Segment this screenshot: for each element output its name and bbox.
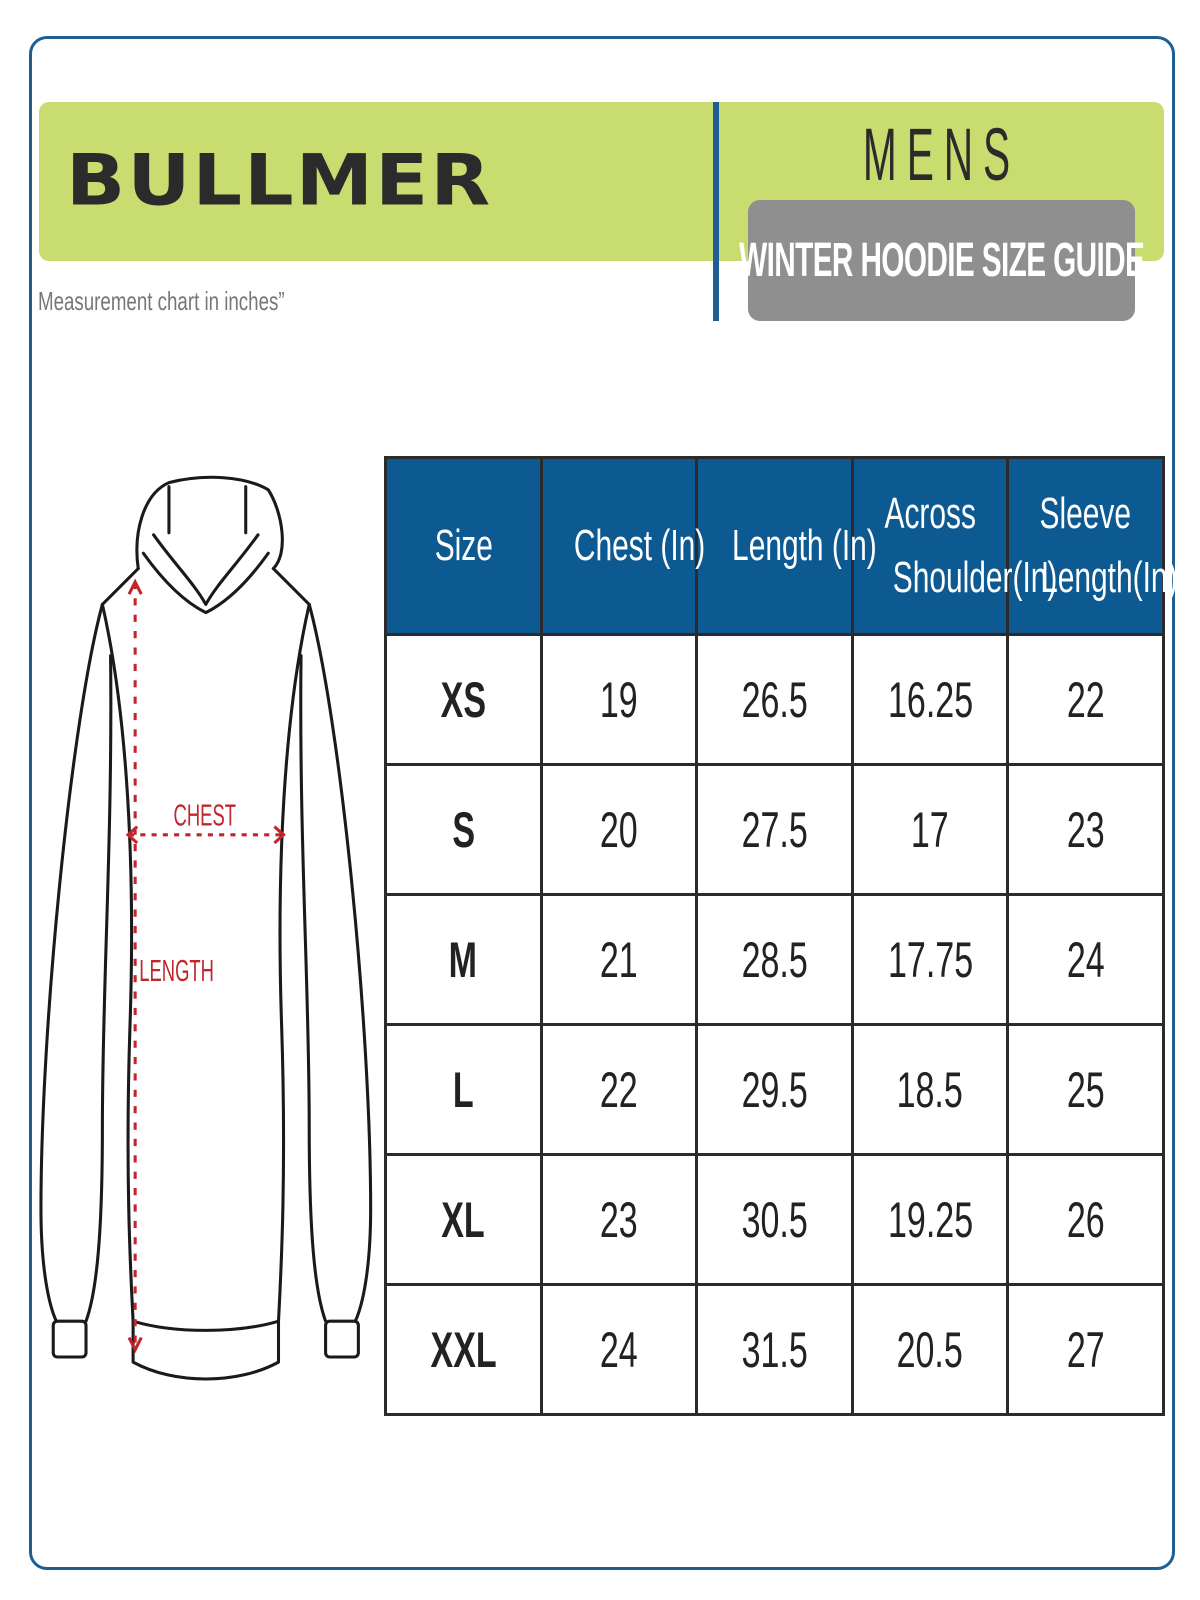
cell-size: L	[384, 1023, 543, 1156]
cell-across-shoulder: 19.25	[850, 1153, 1010, 1286]
hood-opening	[167, 485, 248, 535]
length-label: LENGTH	[139, 955, 214, 989]
cell-length: 29.5	[695, 1023, 854, 1156]
cell-sleeve-length: 26	[1006, 1153, 1165, 1286]
table-row: S 20 27.5 17 23	[384, 763, 1165, 896]
cell-sleeve-length: 27	[1006, 1283, 1165, 1416]
table-row: XS 19 26.5 16.25 22	[384, 633, 1165, 766]
table-header-row: Size Chest (In) Length (In) Across Should…	[384, 456, 1178, 636]
table-row: M 21 28.5 17.75 24	[384, 893, 1165, 1026]
cell-sleeve-length: 24	[1006, 893, 1165, 1026]
header-chest: Chest (In)	[539, 456, 705, 636]
cell-across-shoulder: 17	[850, 763, 1010, 896]
cell-across-shoulder: 18.5	[850, 1023, 1010, 1156]
cell-chest: 22	[539, 1023, 699, 1156]
cell-chest: 20	[539, 763, 699, 896]
header-sleeve-length: Sleeve Length(In)	[1006, 456, 1178, 636]
length-arrow-bottom	[127, 1336, 143, 1354]
hem-band	[131, 1319, 281, 1381]
header-size: Size	[384, 456, 543, 636]
cell-chest: 24	[539, 1283, 699, 1416]
cell-chest: 21	[539, 893, 699, 1026]
header-length: Length (In)	[695, 456, 877, 636]
hoodie-right-half	[271, 567, 373, 1359]
cell-across-shoulder: 16.25	[850, 633, 1010, 766]
cell-size: XL	[384, 1153, 543, 1286]
cell-size: M	[384, 893, 543, 1026]
table-row: XL 23 30.5 19.25 26	[384, 1153, 1165, 1286]
guide-title-box: WINTER HOODIE SIZE GUIDE	[739, 200, 1145, 321]
table-row: L 22 29.5 18.5 25	[384, 1023, 1165, 1156]
chest-arrow-right	[273, 825, 286, 845]
page-frame	[29, 36, 1175, 1570]
cell-sleeve-length: 22	[1006, 633, 1165, 766]
cell-length: 27.5	[695, 763, 854, 896]
header-across-shoulder: Across Shoulder(In)	[850, 456, 1057, 636]
cell-sleeve-length: 25	[1006, 1023, 1165, 1156]
measurement-note: Measurement chart in inches”	[38, 286, 285, 316]
cell-length: 31.5	[695, 1283, 854, 1416]
cell-length: 30.5	[695, 1153, 854, 1286]
cell-size: S	[384, 763, 543, 896]
hoodie-left-half	[39, 567, 140, 1359]
cell-sleeve-length: 23	[1006, 763, 1165, 896]
hood-outline	[135, 475, 284, 571]
length-arrow-top	[127, 578, 143, 595]
cell-chest: 19	[539, 633, 699, 766]
cell-length: 28.5	[695, 893, 854, 1026]
cell-chest: 23	[539, 1153, 699, 1286]
cell-across-shoulder: 20.5	[850, 1283, 1010, 1416]
cell-length: 26.5	[695, 633, 854, 766]
cell-size: XS	[384, 633, 543, 766]
header-divider	[713, 102, 719, 321]
chest-arrow-left	[125, 825, 139, 845]
cell-across-shoulder: 17.75	[850, 893, 1010, 1026]
table-row: XXL 24 31.5 20.5 27	[384, 1283, 1165, 1416]
collar	[141, 551, 270, 615]
chest-label: CHEST	[174, 799, 236, 833]
guide-title: WINTER HOODIE SIZE GUIDE	[738, 234, 1145, 287]
size-table: Size Chest (In) Length (In) Across Should…	[384, 456, 1178, 1416]
gender-title: MENS	[862, 113, 1021, 196]
brand-logo: BULLMER	[66, 140, 493, 222]
cell-size: XXL	[384, 1283, 543, 1416]
